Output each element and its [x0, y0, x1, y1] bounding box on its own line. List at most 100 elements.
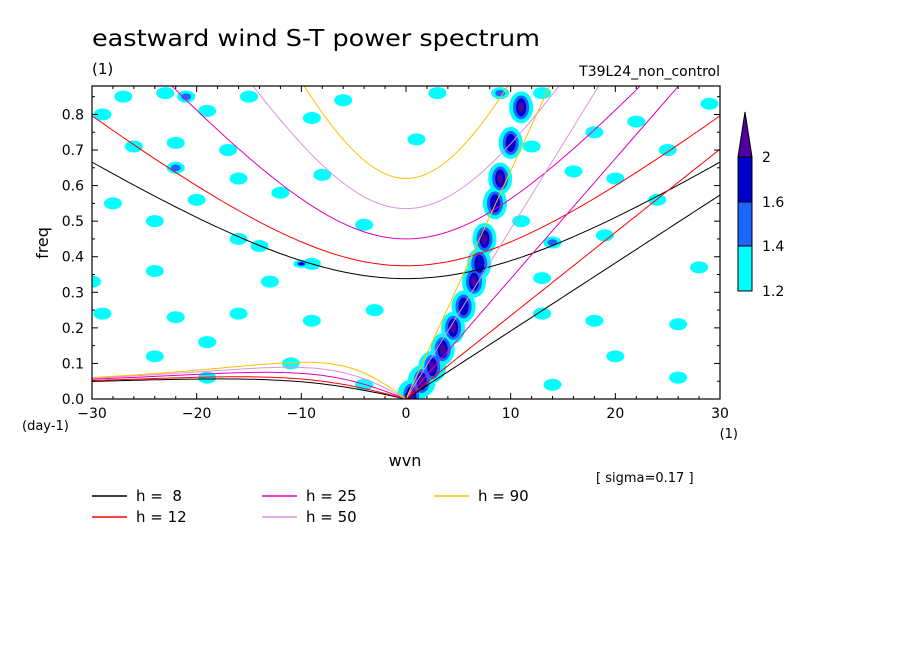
kelvin-curve: [405, 86, 680, 399]
shade-blob: [658, 144, 677, 157]
kelvin-curve: [405, 86, 600, 399]
y-tick-label: 0.8: [62, 107, 84, 123]
colorbar: 1.2 1.4 1.6 2: [737, 111, 784, 300]
chart-subtitle-right: T39L24_non_control: [578, 64, 720, 80]
power-shading: [92, 87, 719, 399]
shade-blob: [564, 165, 583, 178]
shade-blob: [229, 307, 248, 320]
colorbar-label: 1.2: [762, 284, 784, 300]
legend-label: h = 50: [306, 508, 357, 526]
kelvin-band-inner: [505, 133, 516, 152]
kelvin-curve: [405, 148, 720, 399]
rossby-curve: [92, 361, 407, 399]
shade-blob: [145, 215, 164, 228]
sigma-annotation: [ sigma=0.17 ]: [596, 471, 694, 486]
legend: h = 8 h = 12 h = 25 h = 50 h = 90: [92, 487, 529, 526]
y-tick-label: 0.5: [62, 214, 84, 230]
x-axis-label: wvn: [389, 451, 422, 470]
shade-blob-peak: [298, 262, 305, 266]
colorbar-segment: [737, 201, 753, 247]
rossby-curve: [92, 371, 407, 399]
gravity-curve: [171, 86, 641, 240]
shade-blob: [156, 87, 175, 100]
plot-frame: [91, 85, 721, 400]
shade-blob: [533, 272, 552, 285]
x-tick-label: 0: [402, 406, 411, 422]
x-axis: −30 −20 −10 0 10 20 30: [77, 86, 729, 422]
legend-label: h = 8: [136, 487, 182, 505]
x-tick-label: 30: [711, 406, 729, 422]
kelvin-band-peak: [481, 233, 488, 244]
shade-blob: [93, 108, 112, 121]
gravity-curve: [252, 86, 560, 210]
kelvin-band-peak: [518, 102, 525, 113]
shade-blob: [595, 229, 614, 242]
rossby-curve: [92, 378, 407, 399]
shade-blob: [669, 318, 688, 331]
shade-blob: [606, 172, 625, 185]
y-tick-label: 0.3: [62, 285, 84, 301]
x-tick-label: 20: [606, 406, 624, 422]
rossby-curve: [92, 366, 407, 399]
x-tick-label: 10: [502, 406, 520, 422]
shade-blob: [690, 261, 709, 274]
shade-blob: [512, 215, 531, 228]
shade-blob: [313, 168, 332, 181]
gravity-curve: [92, 161, 720, 280]
shade-blob: [334, 94, 353, 107]
shade-blob-core: [547, 239, 558, 246]
shade-blob: [533, 307, 552, 320]
y-tick-label: 0.1: [62, 356, 84, 372]
shade-blob: [198, 371, 217, 384]
kelvin-band-peak: [471, 276, 478, 287]
rossby-curve: [92, 376, 407, 399]
shade-blob: [355, 218, 374, 231]
x-tick-label: −30: [77, 406, 107, 422]
shade-blob: [93, 307, 112, 320]
shade-blob: [585, 126, 604, 139]
x-tick-label: −10: [287, 406, 317, 422]
y-tick-label: 0.4: [62, 250, 84, 266]
shade-blob: [302, 112, 321, 125]
y-tick-label: 0.6: [62, 179, 84, 195]
legend-label: h = 90: [478, 487, 529, 505]
shade-blob: [145, 264, 164, 277]
shade-blob: [166, 136, 185, 149]
dispersion-curves: [92, 86, 720, 399]
colorbar-arrow: [737, 111, 753, 158]
shade-blob: [198, 336, 217, 349]
shade-blob: [229, 172, 248, 185]
shade-blob: [229, 232, 248, 245]
y-axis-label: freq: [33, 227, 52, 259]
gravity-curve: [303, 86, 509, 180]
shade-blob: [92, 275, 101, 288]
legend-label: h = 25: [306, 487, 357, 505]
legend-label: h = 12: [136, 508, 187, 526]
shade-blob: [166, 311, 185, 324]
gravity-curve: [92, 115, 720, 267]
shade-blob: [114, 90, 133, 103]
y-unit-label: (day-1): [22, 419, 69, 434]
chart-subtitle-left: (1): [92, 60, 113, 78]
kelvin-band-peak: [439, 344, 446, 355]
shade-blob-core: [170, 164, 181, 172]
shade-blob: [533, 87, 552, 100]
colorbar-segment: [737, 156, 753, 203]
y-tick-label: 0.7: [62, 143, 84, 159]
shade-blob: [145, 350, 164, 363]
shade-blob: [260, 275, 279, 288]
shade-blob: [627, 115, 646, 128]
shade-blob: [428, 87, 447, 100]
shade-blob: [302, 314, 321, 327]
shade-blob: [669, 371, 688, 384]
y-tick-label: 0.2: [62, 321, 84, 337]
x-tick-label: −20: [182, 406, 212, 422]
y-axis: 0.0 0.1 0.2 0.3 0.4 0.5 0.6 0.7 0.8: [62, 96, 720, 408]
colorbar-label: 1.6: [762, 195, 784, 211]
shade-blob: [240, 90, 258, 103]
shade-blob: [271, 186, 290, 199]
shade-blob: [700, 97, 719, 110]
shade-blob: [219, 144, 238, 157]
